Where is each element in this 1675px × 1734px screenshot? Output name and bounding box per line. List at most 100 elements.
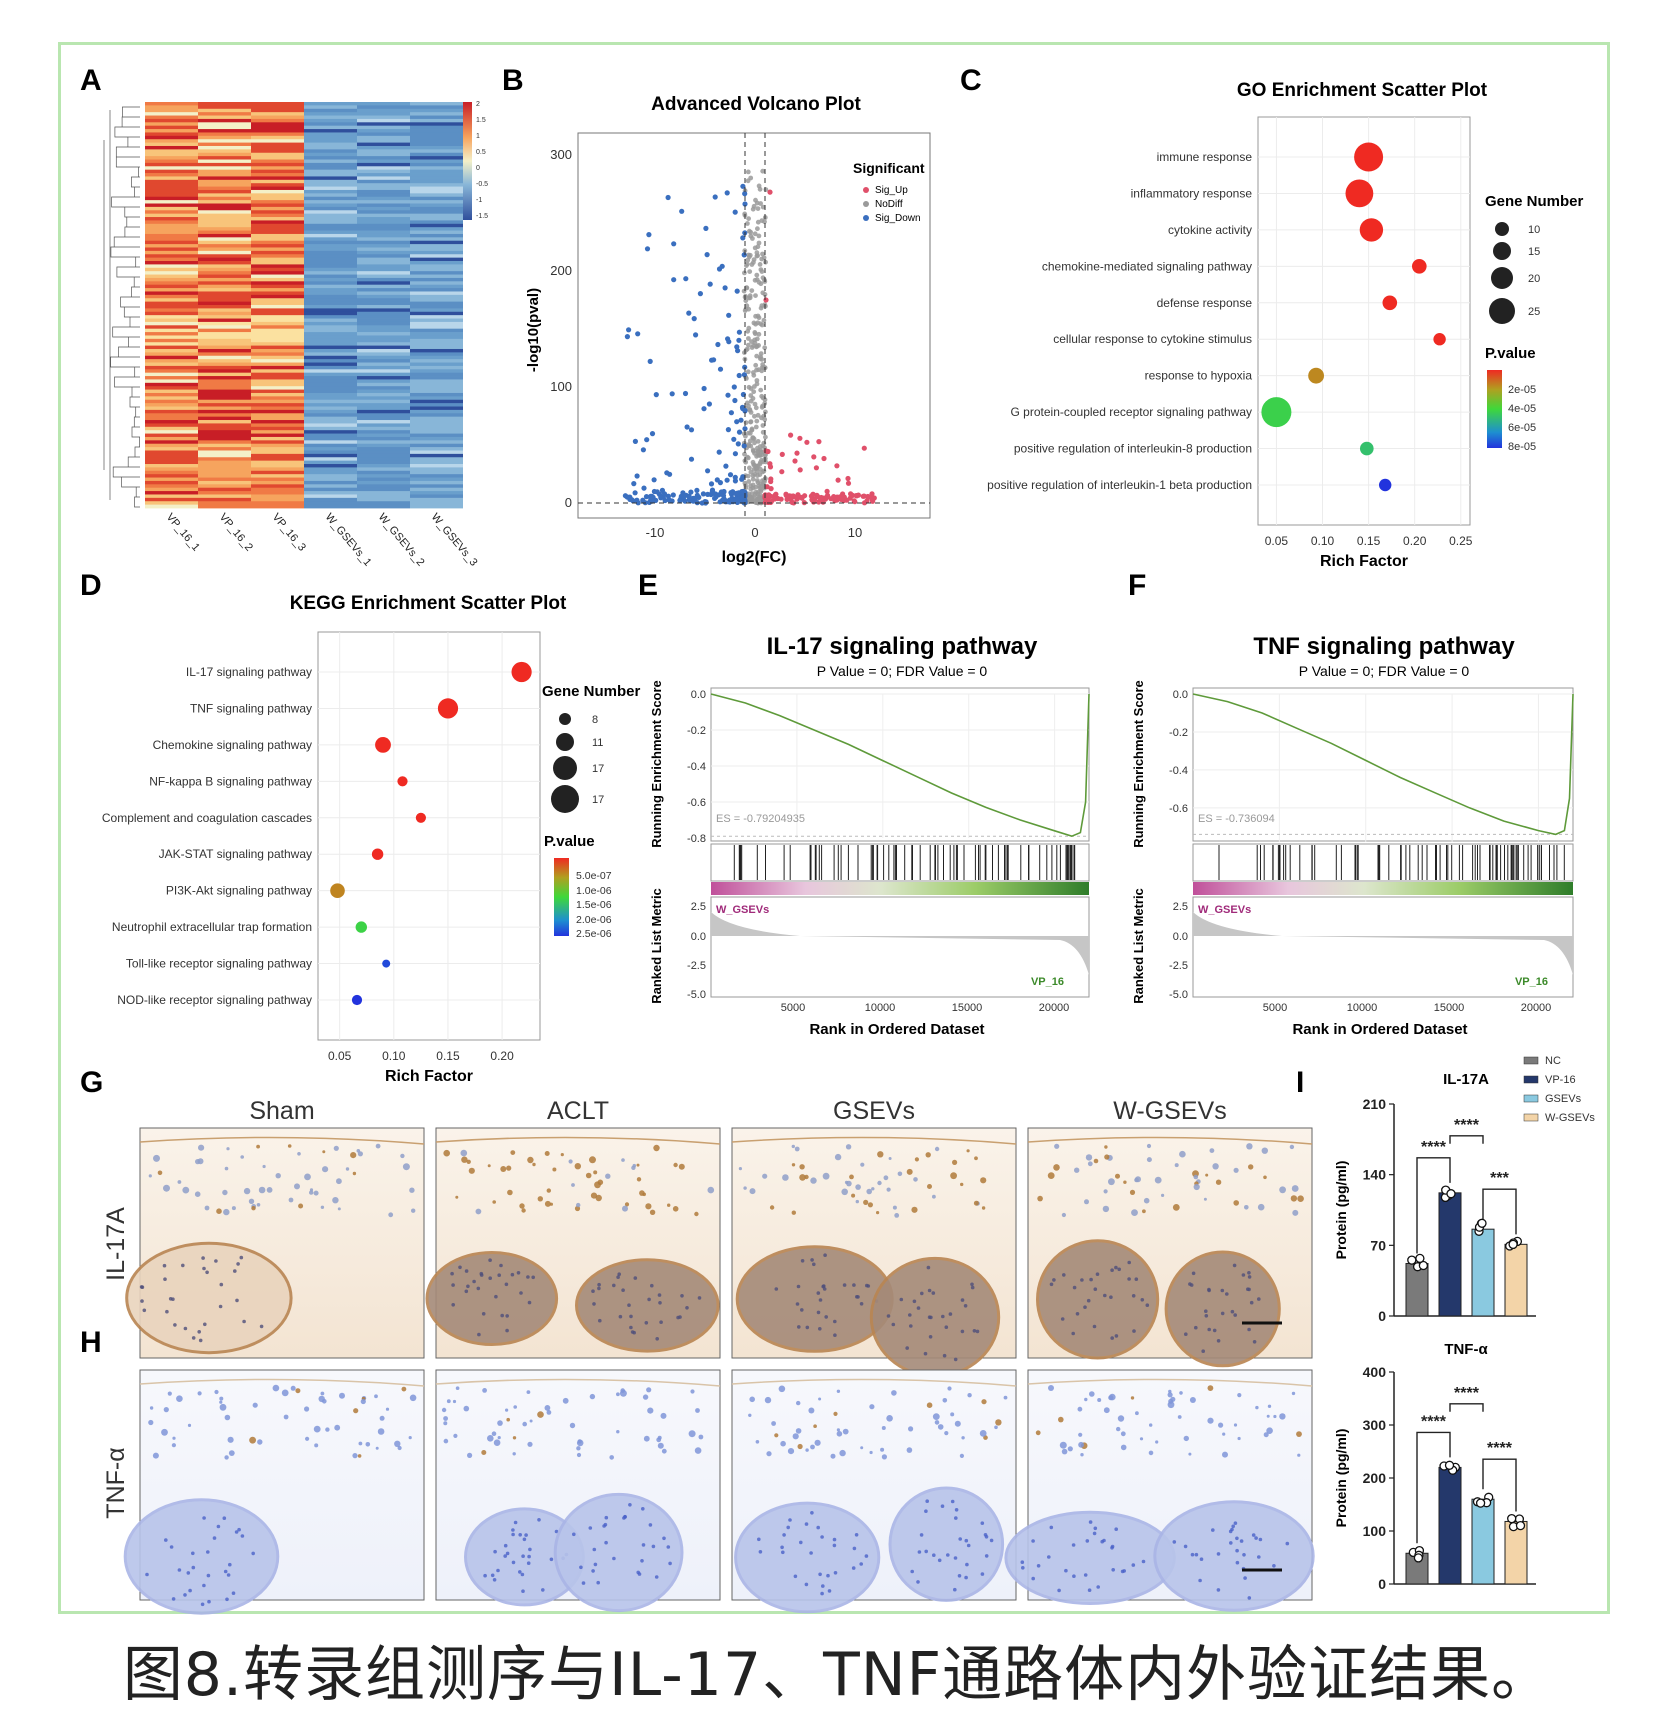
- histology-marrow-cell: [164, 1538, 168, 1542]
- heatmap-cell: [357, 169, 410, 174]
- heatmap-cell: [357, 342, 410, 346]
- go-pvalue-legend: 2e-05 4e-05 6e-05 8e-05: [1508, 384, 1536, 453]
- histology-cell: [522, 1421, 527, 1427]
- heatmap-cell: [145, 267, 198, 272]
- heatmap-sample-label: W_GSEVs_3: [429, 511, 480, 568]
- histology-cell: [657, 1442, 664, 1449]
- heatmap-cell: [304, 115, 357, 120]
- volcano-point-nodiff: [754, 253, 760, 259]
- gsea-tnf-gene-hits: [1192, 843, 1574, 882]
- gsea-tnf-subtitle: P Value = 0; FDR Value = 0: [1299, 663, 1470, 679]
- histology-marrow-cell: [505, 1328, 509, 1333]
- heatmap-cell: [410, 129, 463, 133]
- volcano-point-down: [742, 498, 748, 504]
- gsea-il17-xtick: 15000: [952, 1002, 983, 1014]
- histology-marrow-cell: [864, 1554, 869, 1558]
- volcano-point-nodiff: [751, 260, 756, 265]
- histology-marrow-cell: [1233, 1521, 1238, 1525]
- histology-marrow-cell: [1249, 1300, 1254, 1305]
- histology-cell: [467, 1452, 473, 1458]
- heatmap-cell: [410, 261, 463, 265]
- volcano-point-nodiff: [759, 256, 765, 262]
- histology-cell: [487, 1435, 494, 1442]
- heatmap-cell: [198, 193, 251, 198]
- histology-cell: [1048, 1385, 1054, 1391]
- volcano-point-nodiff: [762, 292, 768, 297]
- heatmap-cell: [304, 179, 357, 184]
- heatmap-cell: [145, 423, 198, 428]
- histology-marrow-cell: [924, 1549, 928, 1554]
- volcano-point-nodiff: [752, 330, 758, 335]
- heatmap-cell: [304, 142, 357, 147]
- volcano-point-nodiff: [754, 353, 760, 359]
- volcano-point-down: [701, 406, 707, 412]
- histology-marrow-cell: [1190, 1552, 1195, 1557]
- heatmap-cell: [145, 254, 198, 259]
- heatmap-cell: [198, 108, 251, 113]
- heatmap-cell: [304, 376, 357, 380]
- heatmap-cell: [410, 274, 463, 279]
- heatmap-cell: [198, 183, 251, 187]
- gsea-il17-group-high: W_GSEVs: [716, 904, 769, 916]
- histology-marrow-cell: [1258, 1537, 1263, 1542]
- histology-cell: [926, 1402, 933, 1408]
- gsea-il17-yticks-top: 0.0 -0.2 -0.4 -0.6 -0.8: [687, 689, 706, 845]
- histology-cell: [257, 1439, 263, 1445]
- histology-cell: [223, 1208, 230, 1216]
- heatmap-cell: [410, 477, 463, 482]
- volcano-point-up: [861, 493, 867, 499]
- histology-marrow-cell: [963, 1304, 968, 1308]
- histology-marrow-cell: [186, 1571, 191, 1575]
- histology-marrow-cell: [1080, 1278, 1084, 1282]
- histology-marrow-cell: [781, 1550, 785, 1555]
- volcano-point-down: [647, 358, 653, 364]
- heatmap-cell: [410, 338, 463, 343]
- histology-marrow-cell: [259, 1324, 264, 1329]
- kegg-pvalue-label: 1.5e-06: [576, 899, 612, 911]
- heatmap-cell: [198, 386, 251, 390]
- bar-legend: NC VP-16 GSEVs W-GSEVs: [1523, 1055, 1595, 1124]
- heatmap-cell: [304, 244, 357, 248]
- volcano-point-up: [847, 495, 853, 501]
- histology-cell: [950, 1412, 955, 1417]
- heatmap-cell: [145, 311, 198, 316]
- volcano-point-down: [631, 481, 637, 487]
- histology-cell: [574, 1163, 581, 1170]
- kegg-size-legend-dot: [559, 713, 571, 725]
- heatmap-cell: [251, 179, 304, 184]
- heatmap-cell: [410, 115, 463, 120]
- heatmap-cell: [251, 206, 304, 211]
- heatmap-cell: [357, 291, 410, 296]
- volcano-point-down: [646, 232, 652, 238]
- kegg-category-label: Toll-like receptor signaling pathway: [126, 957, 312, 971]
- volcano-point-down: [742, 191, 748, 197]
- histology-cell: [1273, 1414, 1277, 1419]
- heatmap-cell: [145, 132, 198, 137]
- heatmap-cell: [251, 135, 304, 140]
- histology-cell: [505, 1408, 509, 1412]
- histology-cell: [512, 1436, 517, 1440]
- volcano-point-down: [701, 385, 707, 392]
- heatmap-cell: [198, 453, 251, 458]
- heatmap-cell: [304, 460, 357, 465]
- histology-marrow-cell: [1285, 1541, 1290, 1546]
- volcano-title: Advanced Volcano Plot: [651, 94, 861, 115]
- histology-cell: [576, 1446, 581, 1451]
- histology-marrow-cell: [1172, 1540, 1177, 1544]
- histology-marrow-cell: [1120, 1569, 1125, 1574]
- heatmap-cell: [410, 145, 463, 150]
- heatmap-cell: [304, 494, 357, 499]
- heatmap-cell: [198, 362, 251, 367]
- histology-cell: [947, 1386, 952, 1391]
- heatmap-cell: [198, 284, 251, 289]
- heatmap-cell: [304, 105, 357, 110]
- heatmap-cell: [198, 491, 251, 495]
- heatmap-cell: [304, 352, 357, 357]
- histology-marrow-cell: [821, 1284, 825, 1289]
- heatmap-cell: [251, 399, 304, 404]
- histology-marrow-cell: [1246, 1287, 1250, 1291]
- heatmap-cell: [145, 281, 198, 286]
- histology-cell: [163, 1407, 169, 1413]
- histology-cell: [1148, 1450, 1154, 1456]
- histology-cell: [1080, 1453, 1084, 1457]
